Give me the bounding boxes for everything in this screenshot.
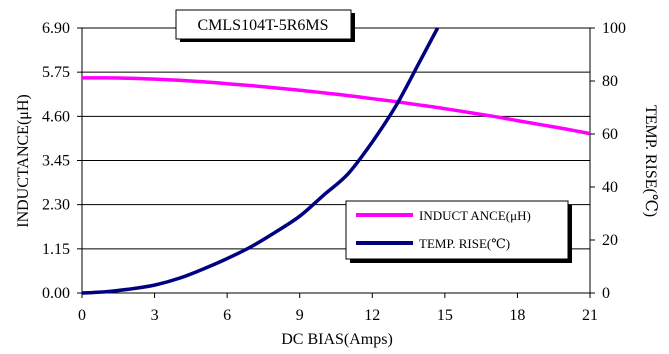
- y-right-tick-label: 80: [602, 73, 618, 90]
- x-tick-label: 6: [223, 307, 231, 324]
- x-tick-label: 0: [78, 307, 86, 324]
- y-left-tick-label: 6.90: [42, 20, 70, 37]
- y-axis-label-right: TEMP. RISE(℃): [642, 105, 659, 217]
- y-right-tick-label: 100: [602, 20, 626, 37]
- y-right-tick-label: 40: [602, 179, 618, 196]
- series-line-inductance: [82, 76, 591, 136]
- x-tick-label: 18: [509, 307, 525, 324]
- x-tick-label: 12: [364, 307, 380, 324]
- tick-labels: 0.001.152.303.454.605.756.90020406080100…: [42, 20, 626, 324]
- title-box-frame: [175, 9, 352, 40]
- x-tick-label: 21: [582, 307, 598, 324]
- y-left-tick-label: 2.30: [42, 197, 70, 214]
- y-left-tick-label: 5.75: [42, 64, 70, 81]
- legend-label-inductance: INDUCT ANCE(μH): [419, 208, 531, 223]
- legend-label-temp-rise: TEMP. RISE(℃): [419, 236, 510, 251]
- y-left-tick-label: 4.60: [42, 108, 70, 125]
- y-right-tick-label: 0: [602, 285, 610, 302]
- series-line-temp-rise: [81, 27, 440, 295]
- y-axis-label-left: INDUCTANCE(μH): [15, 94, 32, 228]
- x-tick-label: 9: [296, 307, 304, 324]
- legend: INDUCT ANCE(μH) TEMP. RISE(℃): [345, 200, 572, 263]
- y-left-tick-label: 0.00: [42, 285, 70, 302]
- chart-title: CMLS104T-5R6MS: [198, 17, 329, 34]
- series-layer: [81, 27, 591, 295]
- y-right-tick-label: 60: [602, 126, 618, 143]
- title-box: CMLS104T-5R6MS: [175, 9, 355, 42]
- y-left-tick-label: 3.45: [42, 153, 70, 170]
- x-tick-label: 3: [151, 307, 159, 324]
- y-left-tick-label: 1.15: [42, 241, 70, 258]
- x-axis-label: DC BIAS(Amps): [281, 331, 393, 348]
- x-tick-label: 15: [437, 307, 453, 324]
- legend-frame: [345, 200, 569, 260]
- y-right-tick-label: 20: [602, 232, 618, 249]
